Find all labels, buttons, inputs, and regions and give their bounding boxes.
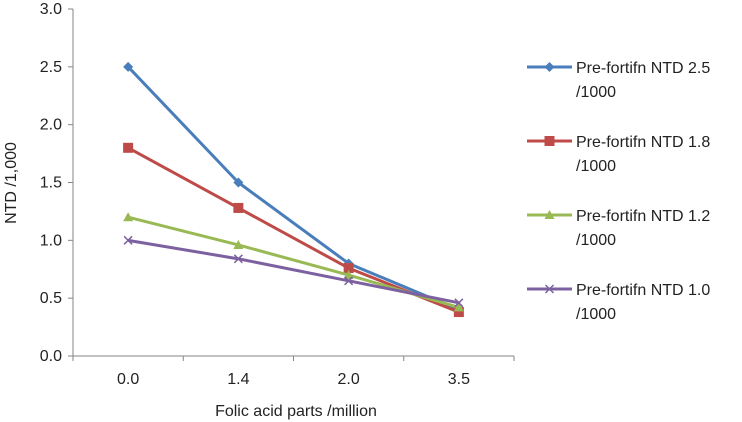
series-point	[123, 212, 134, 222]
series-point	[344, 276, 354, 286]
series-point	[453, 302, 464, 312]
y-tick-label: 2.0	[40, 117, 62, 134]
series-4	[123, 235, 464, 308]
legend-item: Pre-fortifn NTD 2.5/1000	[527, 60, 710, 101]
legend-swatch-marker	[544, 284, 555, 294]
series-point	[454, 298, 464, 308]
x-tick-label: 3.5	[448, 371, 470, 388]
legend-label: Pre-fortifn NTD 1.0	[576, 282, 710, 299]
legend-label: Pre-fortifn NTD 1.2	[576, 208, 710, 225]
series-point	[453, 307, 464, 318]
legend-item: Pre-fortifn NTD 1.0/1000	[527, 282, 710, 323]
series-line	[127, 238, 460, 305]
x-tick-label: 1.4	[227, 371, 249, 388]
series-point-stroke	[454, 298, 464, 308]
legend-label: Pre-fortifn NTD 1.8	[576, 134, 710, 151]
series-group	[123, 61, 464, 318]
legend-label-cont: /1000	[576, 232, 616, 249]
axes: 0.0 0.5 1.0 1.5 2.0 2.5 3.0 0.0 1.4 2.0 3.5	[40, 1, 515, 388]
legend-label-cont: /1000	[576, 306, 616, 323]
y-tick-label: 2.5	[40, 59, 62, 76]
series-point	[123, 61, 134, 72]
legend-item: Pre-fortifn NTD 1.8/1000	[527, 134, 710, 175]
legend-swatch-marker	[544, 210, 555, 219]
legend-swatch-marker	[544, 62, 555, 72]
series-3	[123, 212, 464, 312]
y-axis-title: NTD /1,000	[3, 142, 20, 224]
y-tick-label: 3.0	[40, 1, 62, 18]
y-tick-label: 0.5	[40, 290, 62, 307]
series-point	[233, 177, 244, 188]
series-point	[123, 235, 133, 245]
series-point	[233, 202, 244, 213]
legend-label-cont: /1000	[576, 158, 616, 175]
x-tick-label: 2.0	[338, 371, 360, 388]
series-point-stroke	[344, 276, 354, 286]
series-point	[233, 239, 244, 249]
y-tick-label: 0.0	[40, 348, 62, 365]
x-tick-label: 0.0	[117, 371, 139, 388]
series-point	[343, 263, 354, 274]
series-point-stroke	[233, 254, 243, 264]
legend-swatch-marker	[544, 136, 555, 146]
legend-label-cont: /1000	[576, 84, 616, 101]
y-tick-label: 1.0	[40, 232, 62, 249]
series-point	[123, 142, 134, 153]
series-point	[343, 270, 354, 280]
legend-item: Pre-fortifn NTD 1.2/1000	[527, 208, 710, 249]
series-point	[233, 254, 243, 264]
legend-swatch-marker-stroke	[544, 284, 555, 294]
y-tick-label: 1.5	[40, 175, 62, 192]
series-1	[123, 61, 464, 315]
x-axis-title: Folic acid parts /million	[215, 403, 377, 420]
series-point-stroke	[123, 235, 133, 245]
series-line	[127, 65, 460, 312]
legend-label: Pre-fortifn NTD 2.5	[576, 60, 710, 77]
